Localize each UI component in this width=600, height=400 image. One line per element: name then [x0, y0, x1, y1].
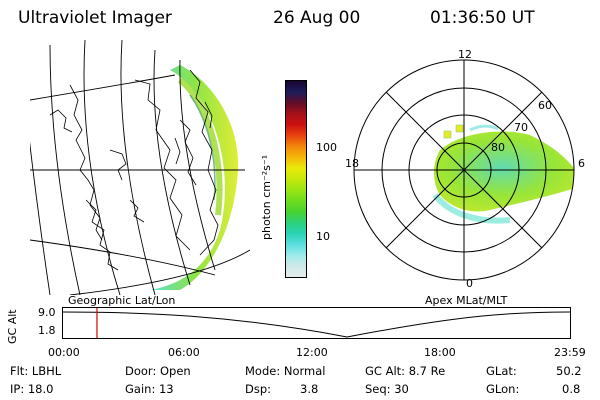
xtick-0600: 06:00	[168, 346, 200, 359]
flt-info: Flt: LBHL	[10, 364, 62, 378]
altitude-ytick-high: 9.0	[38, 306, 56, 319]
mlt-label-0: 0	[466, 277, 473, 290]
gc-alt-info: GC Alt: 8.7 Re	[365, 364, 446, 378]
mode-info: Mode: Normal	[245, 364, 326, 378]
xtick-2359: 23:59	[554, 346, 586, 359]
colorbar-tick-10: 10	[316, 230, 330, 243]
glon-value: 0.8	[562, 382, 581, 396]
time-label: 01:36:50 UT	[430, 8, 535, 28]
lat-label-60: 60	[538, 99, 552, 112]
lat-label-70: 70	[514, 121, 528, 134]
glat-label: GLat:	[486, 364, 517, 378]
colorbar-tick-100: 100	[316, 141, 337, 154]
mlt-label-12: 12	[458, 48, 472, 61]
gain-info: Gain: 13	[125, 382, 174, 396]
xtick-1200: 12:00	[296, 346, 328, 359]
mlt-label-6: 6	[578, 157, 585, 170]
instrument-title: Ultraviolet Imager	[18, 8, 172, 28]
altitude-plot	[62, 307, 571, 339]
mlt-label-18: 18	[345, 157, 359, 170]
xtick-0000: 00:00	[48, 346, 80, 359]
geographic-label: Geographic Lat/Lon	[68, 294, 176, 307]
lat-label-80: 80	[491, 141, 505, 154]
date-label: 26 Aug 00	[273, 8, 361, 28]
polar-label: Apex MLat/MLT	[425, 294, 508, 307]
door-info: Door: Open	[125, 364, 191, 378]
colorbar	[285, 80, 307, 278]
colorbar-unit-label: photon cm⁻²s⁻¹	[260, 154, 273, 240]
ip-info: IP: 18.0	[10, 382, 54, 396]
dsp-label: Dsp:	[245, 382, 272, 396]
glat-value: 50.2	[556, 364, 582, 378]
dsp-value: 3.8	[300, 382, 319, 396]
altitude-ytick-low: 1.8	[38, 324, 56, 337]
aurora-band	[150, 65, 239, 290]
altitude-axis-label: GC Alt	[6, 309, 19, 344]
seq-info: Seq: 30	[365, 382, 409, 396]
altitude-curve	[62, 311, 571, 338]
polar-aurora	[434, 131, 574, 212]
geographic-map	[30, 40, 251, 295]
glon-label: GLon:	[486, 382, 520, 396]
polar-plot	[353, 59, 575, 281]
xtick-1800: 18:00	[424, 346, 456, 359]
